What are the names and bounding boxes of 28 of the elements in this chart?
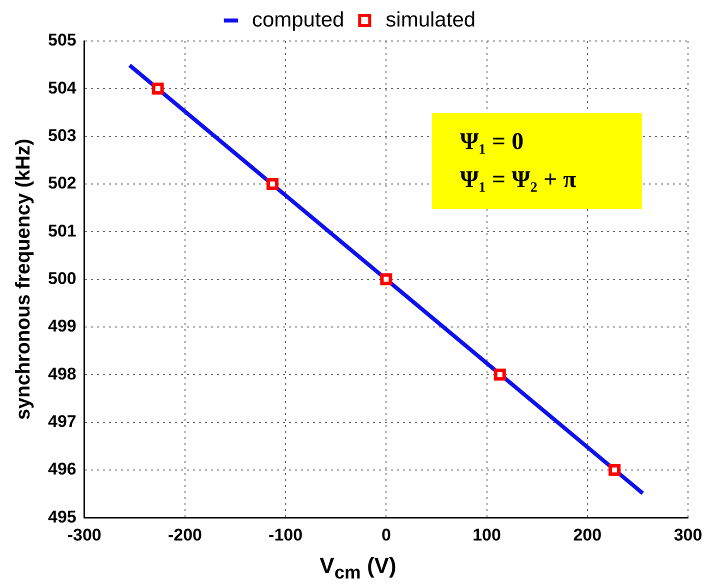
- y-tick-label: 505: [48, 30, 76, 50]
- y-tick-label: 496: [48, 460, 76, 479]
- x-tick-label: 300: [674, 525, 702, 544]
- y-tick-label: 501: [48, 221, 76, 240]
- point: [152, 82, 164, 95]
- point: [380, 273, 392, 286]
- point: [608, 464, 621, 476]
- x-tick-label: -100: [268, 525, 303, 544]
- x-axis-title: V$_{cm}$ (V): [318, 553, 398, 584]
- y-tick-label: 498: [48, 364, 76, 384]
- legend-label: computed: [252, 8, 344, 32]
- y-tick-label: 503: [48, 126, 76, 146]
- x-tick-label: 200: [573, 525, 602, 544]
- y-tick-label: 504: [48, 78, 77, 98]
- y-tick-label: 495: [48, 507, 76, 526]
- y-tick-label: 500: [48, 268, 76, 288]
- x-tick-label: 0: [381, 525, 391, 544]
- x-tick-label: 100: [472, 525, 501, 544]
- x-tick-label: -200: [168, 525, 202, 544]
- y-tick-label: 497: [48, 412, 76, 431]
- point: [494, 368, 506, 381]
- y-tick-label: 499: [48, 316, 76, 336]
- text-box: Ψ₁ = 0 Ψ₁ = Ψ₂ + π: [432, 113, 642, 209]
- point: [266, 178, 278, 190]
- y-tick-label: 502: [48, 174, 76, 193]
- legend-label: simulated: [386, 8, 476, 32]
- x-tick-label: -300: [67, 525, 102, 544]
- y-axis-title: synchronous frequency (kHz): [12, 138, 35, 420]
